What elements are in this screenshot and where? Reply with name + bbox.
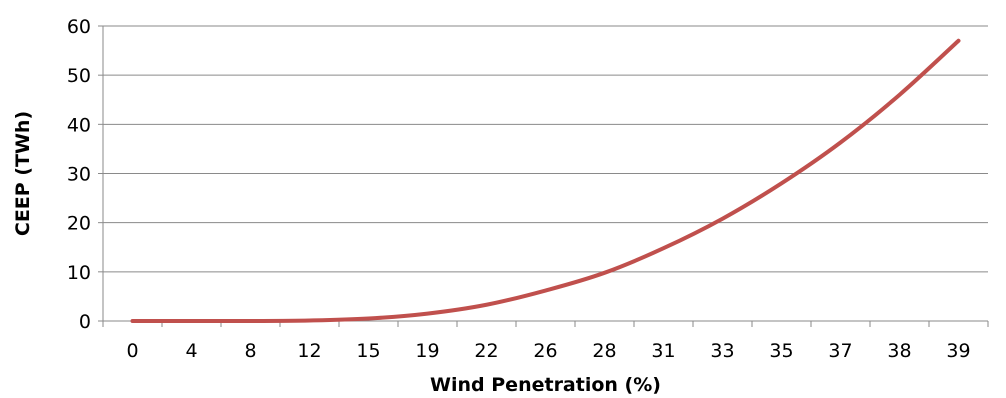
y-tick-label: 0	[79, 311, 91, 333]
tick-labels: 0 10 20 30 40 50 60 0 4 8 12 15 19 22 26 28 31 33 35 37 38 39	[67, 16, 971, 362]
x-tick-label: 0	[126, 340, 138, 362]
y-tick-label: 50	[67, 65, 91, 87]
x-tick-label: 31	[651, 340, 675, 362]
x-tick-label: 28	[592, 340, 616, 362]
x-tick-label: 15	[356, 340, 380, 362]
x-tick-label: 8	[244, 340, 256, 362]
y-axis-title: CEEP (TWh)	[12, 111, 34, 236]
x-tick-label: 38	[887, 340, 911, 362]
x-tick-label: 33	[710, 340, 734, 362]
x-axis-title: Wind Penetration (%)	[430, 374, 661, 396]
x-tick-label: 26	[533, 340, 557, 362]
series-line-0	[130, 38, 961, 324]
series-layer	[130, 38, 961, 324]
x-tick-label: 4	[185, 340, 197, 362]
x-tick-label: 19	[415, 340, 439, 362]
x-tick-label: 37	[828, 340, 852, 362]
x-tick-label: 22	[474, 340, 498, 362]
x-tick-label: 12	[297, 340, 321, 362]
gridlines	[103, 25, 988, 273]
axes	[98, 25, 989, 327]
y-tick-label: 20	[67, 213, 91, 235]
y-tick-label: 40	[67, 114, 91, 136]
y-tick-label: 30	[67, 164, 91, 186]
y-tick-label: 60	[67, 16, 91, 38]
x-tick-label: 39	[946, 340, 970, 362]
x-tick-label: 35	[769, 340, 793, 362]
y-tick-label: 10	[67, 262, 91, 284]
